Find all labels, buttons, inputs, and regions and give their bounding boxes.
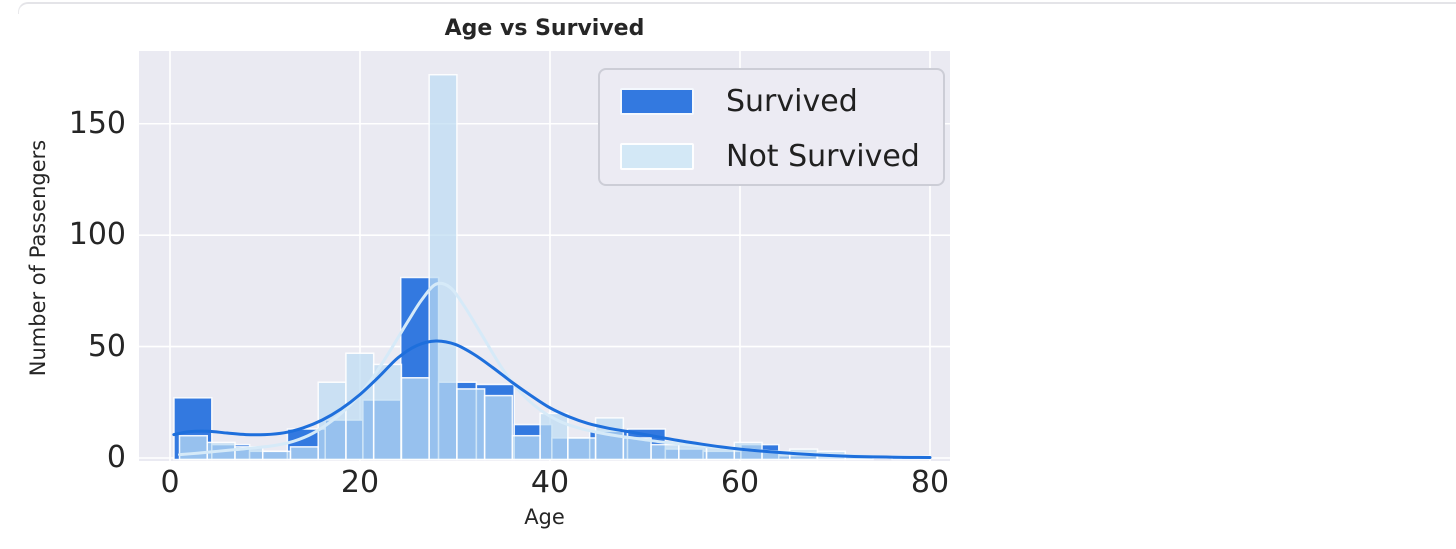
histogram-bar-not-survived xyxy=(650,443,680,461)
histogram-bar-not-survived xyxy=(372,363,403,461)
histogram-bar-not-survived xyxy=(428,73,458,461)
y-tick-label: 50 xyxy=(87,328,126,364)
histogram-bar-not-survived xyxy=(456,388,486,461)
histogram-bar-not-survived xyxy=(178,434,208,461)
histogram-bar-not-survived xyxy=(289,446,319,461)
card-top-border xyxy=(18,2,1456,14)
x-axis-label: Age xyxy=(524,505,565,529)
y-tick-label: 100 xyxy=(68,217,126,253)
legend-swatch-not-survived xyxy=(620,143,694,170)
y-tick-label: 150 xyxy=(68,105,126,141)
x-tick-label: 0 xyxy=(160,465,180,500)
histogram-bar-not-survived xyxy=(539,412,569,461)
histogram-bar-not-survived xyxy=(400,377,430,461)
legend-entry-survived: Survived xyxy=(620,74,943,129)
x-tick-label: 40 xyxy=(530,465,570,500)
histogram-bar-not-survived xyxy=(261,450,292,461)
kde-curve-survived-kde xyxy=(172,339,932,459)
x-tick-label: 20 xyxy=(340,465,380,500)
legend-entry-not-survived: Not Survived xyxy=(620,129,943,184)
x-tick-label: 80 xyxy=(910,465,950,500)
histogram-bar-not-survived xyxy=(567,437,597,461)
legend-label-survived: Survived xyxy=(726,84,858,119)
x-tick-label: 60 xyxy=(720,465,760,500)
histogram-bar-not-survived xyxy=(483,394,514,461)
histogram-bar-not-survived xyxy=(594,417,625,461)
legend: Survived Not Survived xyxy=(598,68,945,186)
legend-swatch-survived xyxy=(620,88,694,115)
chart-title: Age vs Survived xyxy=(444,16,645,41)
histogram-bar-not-survived xyxy=(511,434,541,461)
legend-label-not-survived: Not Survived xyxy=(726,139,920,174)
y-tick-label: 0 xyxy=(106,440,126,475)
